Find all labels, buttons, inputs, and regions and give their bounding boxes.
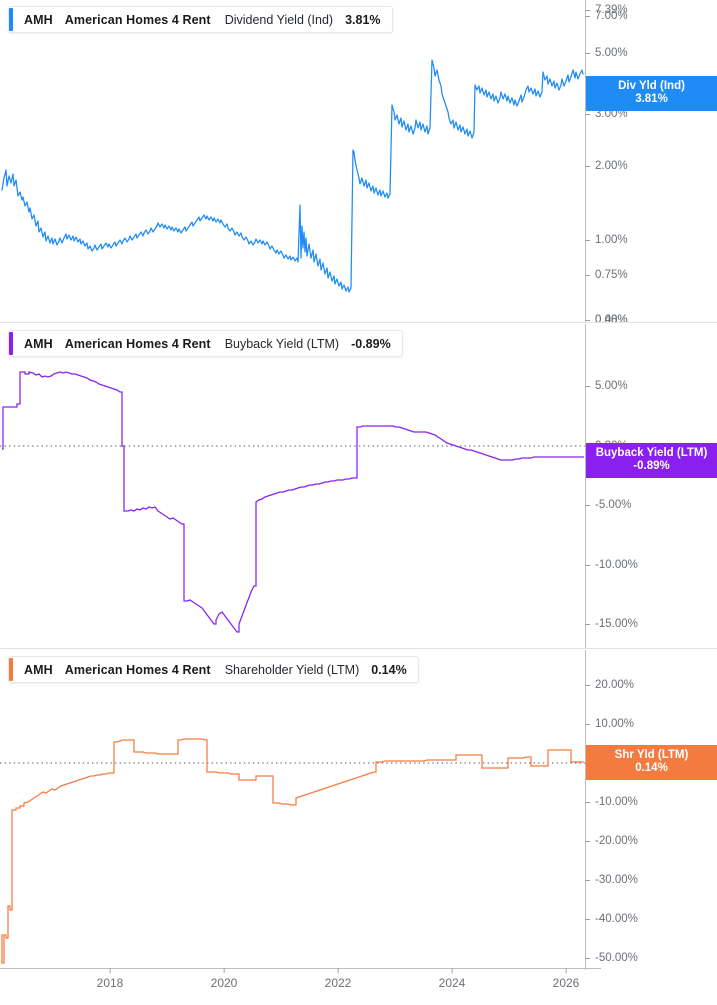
y-tick-shareholder-0: 20.00% (585, 678, 634, 692)
y-tick-shareholder-6: -40.00% (585, 912, 638, 926)
x-tick-2018: 2018 (97, 968, 123, 990)
chip-ticker-shareholder: AMH (24, 662, 53, 677)
plot-area-shareholder[interactable] (0, 650, 585, 970)
panel-shareholder-yield: AMH American Homes 4 Rent Shareholder Yi… (0, 650, 717, 970)
y-tick-dividend-4: 2.00% (585, 159, 628, 173)
y-tick-buyback-3: -10.00% (585, 558, 638, 572)
badge-title-dividend: Div Yld (Ind) (618, 80, 685, 92)
badge-value-buyback: -0.89% (633, 459, 670, 472)
x-tick-2024: 2024 (439, 968, 465, 990)
y-axis-buyback: 5.00% 0.00% -5.00% -10.00% -15.00% Buyba… (585, 324, 717, 648)
chip-company-dividend: American Homes 4 Rent (64, 12, 211, 27)
y-tick-shareholder-1: 10.00% (585, 717, 634, 731)
y-tick-dividend-6: 0.75% (585, 268, 628, 282)
y-tick-shareholder-5: -30.00% (585, 873, 638, 887)
x-tick-2020: 2020 (211, 968, 237, 990)
chip-value-shareholder: 0.14% (371, 662, 407, 677)
x-tick-2022: 2022 (325, 968, 351, 990)
x-axis: 2018 2020 2022 2024 2026 (0, 968, 717, 1005)
series-chip-dividend[interactable]: AMH American Homes 4 Rent Dividend Yield… (8, 6, 393, 33)
y-tick-dividend-3: 3.00% (585, 107, 628, 121)
shareholder-series-svg (0, 738, 585, 964)
y-tick-dividend-8: 0.00% (585, 313, 628, 327)
dividend-series-svg (1, 59, 584, 293)
shareholder-yield-line (1, 738, 584, 964)
y-axis-spine-dividend (585, 0, 586, 322)
y-tick-dividend-1: 7.00% (585, 9, 628, 23)
chip-ticker-dividend: AMH (24, 12, 53, 27)
plot-area-dividend[interactable] (0, 0, 585, 322)
y-tick-dividend-0: 7.39% (585, 3, 628, 17)
chip-ticker-buyback: AMH (24, 336, 53, 351)
panel-separator-0 (0, 322, 717, 323)
plot-area-buyback[interactable] (0, 324, 585, 648)
chip-company-buyback: American Homes 4 Rent (64, 336, 211, 351)
chip-metric-shareholder: Shareholder Yield (LTM) (224, 662, 360, 677)
dividend-color-swatch (9, 8, 13, 31)
x-axis-spine (0, 968, 601, 969)
y-tick-dividend-2: 5.00% (585, 46, 628, 60)
dividend-yield-line (1, 59, 584, 293)
y-tick-shareholder-3: -10.00% (585, 795, 638, 809)
y-tick-shareholder-7: -50.00% (585, 951, 638, 965)
panel-dividend-yield: AMH American Homes 4 Rent Dividend Yield… (0, 0, 717, 326)
y-tick-buyback-4: -15.00% (585, 617, 638, 631)
buyback-yield-line (2, 371, 584, 633)
buyback-series-svg (0, 371, 585, 633)
panel-separator-1 (0, 648, 717, 649)
y-axis-shareholder: 20.00% 10.00% 0.00% -10.00% -20.00% -30.… (585, 650, 717, 970)
value-badge-dividend[interactable]: Div Yld (Ind) 3.81% (586, 76, 717, 111)
y-tick-shareholder-4: -20.00% (585, 834, 638, 848)
chip-value-buyback: -0.89% (351, 336, 391, 351)
series-chip-buyback[interactable]: AMH American Homes 4 Rent Buyback Yield … (8, 330, 403, 357)
chip-value-dividend: 3.81% (345, 12, 381, 27)
y-axis-spine-shareholder (585, 650, 586, 970)
value-badge-shareholder[interactable]: Shr Yld (LTM) 0.14% (586, 745, 717, 780)
x-tick-2026: 2026 (553, 968, 579, 990)
y-axis-spine-buyback (585, 324, 586, 648)
badge-value-dividend: 3.81% (635, 92, 668, 105)
y-tick-buyback-0: 5.00% (585, 379, 628, 393)
series-chip-shareholder[interactable]: AMH American Homes 4 Rent Shareholder Yi… (8, 656, 419, 683)
buyback-color-swatch (9, 332, 13, 355)
y-tick-buyback-2: -5.00% (585, 498, 631, 512)
shareholder-color-swatch (9, 658, 13, 681)
y-axis-dividend: 7.39% 7.00% 5.00% 3.00% 2.00% 1.00% 0.75… (585, 0, 717, 326)
chip-company-shareholder: American Homes 4 Rent (64, 662, 211, 677)
badge-title-shareholder: Shr Yld (LTM) (614, 749, 689, 761)
value-badge-buyback[interactable]: Buyback Yield (LTM) -0.89% (586, 443, 717, 478)
chip-metric-buyback: Buyback Yield (LTM) (224, 336, 340, 351)
badge-title-buyback: Buyback Yield (LTM) (595, 447, 708, 459)
badge-value-shareholder: 0.14% (635, 761, 668, 774)
chip-metric-dividend: Dividend Yield (Ind) (224, 12, 334, 27)
panel-buyback-yield: AMH American Homes 4 Rent Buyback Yield … (0, 324, 717, 649)
y-tick-dividend-5: 1.00% (585, 233, 628, 247)
